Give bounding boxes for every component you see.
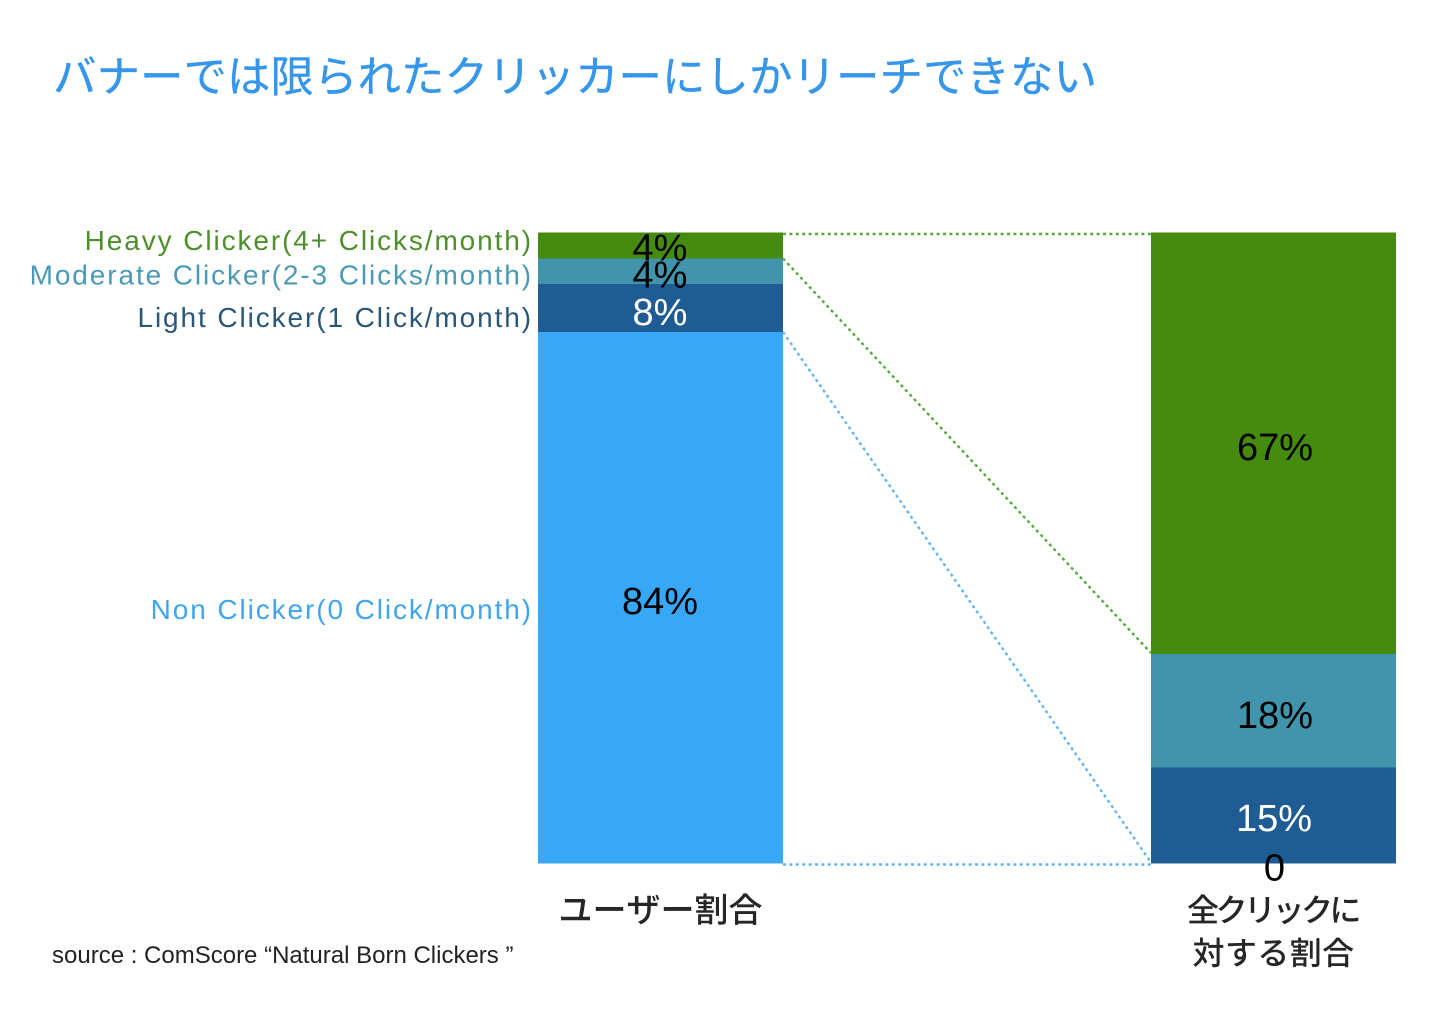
- svg-text:Moderate Clicker(2-3 Clicks/mo: Moderate Clicker(2-3 Clicks/month): [30, 260, 533, 291]
- svg-text:18%: 18%: [1237, 695, 1313, 737]
- svg-text:15%: 15%: [1236, 798, 1312, 840]
- svg-text:84%: 84%: [622, 581, 698, 623]
- svg-text:0: 0: [1264, 848, 1285, 890]
- svg-text:8%: 8%: [633, 292, 688, 334]
- svg-text:4%: 4%: [633, 255, 688, 297]
- svg-text:source : ComScore “Natural Bor: source : ComScore “Natural Born Clickers…: [52, 942, 513, 969]
- svg-text:67%: 67%: [1237, 427, 1313, 469]
- svg-text:4%: 4%: [633, 228, 688, 270]
- svg-text:Non Clicker(0 Click/month): Non Clicker(0 Click/month): [151, 594, 533, 625]
- svg-text:Heavy Clicker(4+ Clicks/month): Heavy Clicker(4+ Clicks/month): [85, 225, 533, 256]
- svg-text:Light Clicker(1 Click/month): Light Clicker(1 Click/month): [137, 302, 533, 333]
